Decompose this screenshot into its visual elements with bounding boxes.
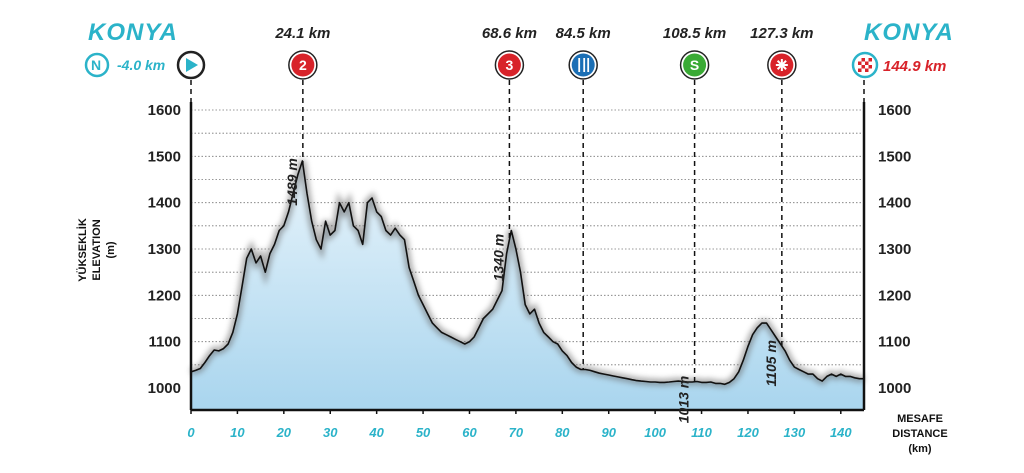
point-km-label: 24.1 km — [274, 25, 330, 42]
plot-frame — [189, 102, 866, 412]
point-markers: 24.1 km 2 1489 m 68.6 km 3 1340 m 84.5 km 108.5… — [190, 25, 865, 423]
x-tick-label: 30 — [323, 425, 338, 440]
x-tick-label: 140 — [830, 425, 852, 440]
svg-text:N: N — [91, 57, 101, 73]
y-tick-label-left: 1300 — [148, 241, 181, 258]
y-axis-title-line-3: (m) — [105, 241, 117, 258]
intermediate-icon — [767, 50, 797, 80]
x-tick-label: 20 — [276, 425, 292, 440]
sprint-icon: S — [679, 50, 710, 80]
x-tick-label: 50 — [416, 425, 431, 440]
x-tick-label: 40 — [368, 425, 384, 440]
point-km-label: 84.5 km — [556, 25, 611, 42]
y-tick-label-right: 1000 — [878, 380, 911, 397]
x-tick-label: 0 — [187, 425, 195, 440]
y-tick-label-left: 1200 — [148, 287, 181, 304]
finish-distance-label: 144.9 km — [883, 58, 946, 75]
point-km-label: 68.6 km — [482, 25, 537, 42]
y-tick-label-right: 1400 — [878, 195, 911, 212]
y-tick-label-right: 1200 — [878, 287, 911, 304]
start-offset-label: -4.0 km — [117, 57, 165, 73]
x-axis-title-line-1: MESAFE — [897, 413, 943, 425]
svg-text:3: 3 — [506, 57, 514, 73]
y-tick-label-right: 1500 — [878, 148, 911, 165]
y-tick-label-left: 1600 — [148, 102, 181, 119]
y-tick-label-left: 1400 — [148, 195, 181, 212]
x-tick-label: 100 — [644, 425, 666, 440]
finish-city-label: KONYA — [864, 19, 954, 46]
climb-2-icon: 2 — [288, 50, 318, 80]
neutral-start-icon: N — [84, 52, 110, 78]
y-tick-label-left: 1500 — [148, 148, 181, 165]
y-tick-label-right: 1300 — [878, 241, 911, 258]
svg-text:S: S — [690, 57, 699, 73]
x-tick-label: 110 — [691, 425, 712, 440]
start-flag-icon — [176, 50, 206, 80]
finish-flag-icon — [851, 51, 879, 79]
point-elevation-label: 1340 m — [490, 234, 506, 281]
svg-text:2: 2 — [299, 57, 307, 73]
feed-zone-icon — [568, 50, 598, 80]
point-elevation-label: 1013 m — [676, 376, 692, 423]
x-tick-label: 90 — [601, 425, 616, 440]
y-tick-label-right: 1100 — [878, 334, 911, 351]
profile-fill — [191, 161, 864, 410]
point-km-label: 127.3 km — [750, 25, 813, 42]
x-tick-label: 70 — [509, 425, 524, 440]
y-tick-label-left: 1000 — [148, 380, 181, 397]
x-axis-title-line-2: DISTANCE — [892, 428, 947, 440]
x-tick-label: 10 — [230, 425, 245, 440]
y-tick-label-left: 1100 — [148, 334, 181, 351]
point-km-label: 108.5 km — [663, 25, 726, 42]
x-tick-label: 60 — [462, 425, 477, 440]
start-city-label: KONYA — [88, 19, 178, 46]
y-tick-label-right: 1600 — [878, 102, 911, 119]
profile-line — [190, 160, 864, 386]
profile-area — [189, 159, 864, 410]
y-axis-title-line-1: YÜKSEKLİK — [76, 218, 89, 282]
x-axis-title-line-3: (km) — [908, 443, 932, 455]
point-elevation-label: 1105 m — [763, 340, 779, 386]
y-axis-title-line-2: ELEVATION — [91, 219, 103, 280]
x-axis-title: MESAFE DISTANCE (km) — [892, 413, 947, 455]
y-axis-title: YÜKSEKLİK ELEVATION (m) — [76, 218, 117, 282]
point-elevation-label: 1489 m — [284, 158, 300, 205]
climb-3-icon: 3 — [494, 50, 525, 80]
x-tick-label: 80 — [555, 425, 570, 440]
x-tick-label: 130 — [784, 425, 806, 440]
x-tick-label: 120 — [737, 425, 759, 440]
